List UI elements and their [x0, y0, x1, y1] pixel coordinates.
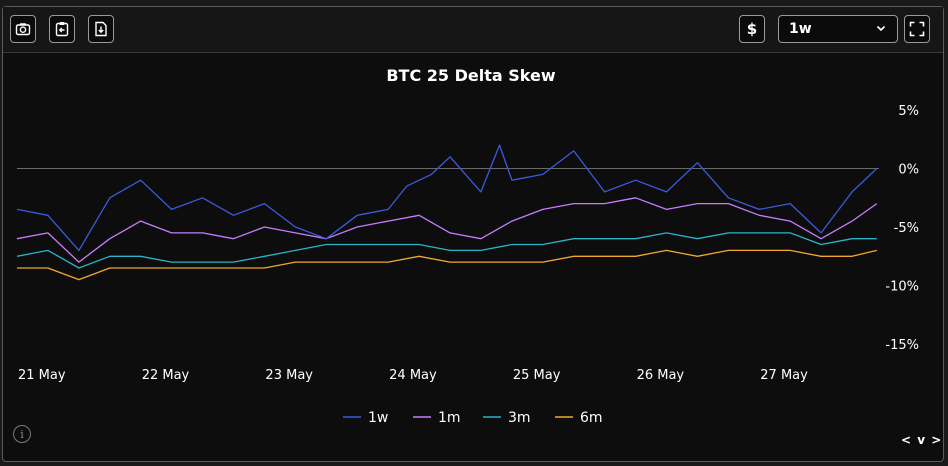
chart-nav-controls[interactable]: < v > [901, 433, 943, 447]
legend-label-6m: 6m [580, 410, 603, 426]
chevron-down-icon [876, 25, 886, 32]
screenshot-button[interactable] [10, 15, 36, 43]
currency-button[interactable]: $ [739, 15, 765, 43]
fullscreen-button[interactable] [904, 15, 930, 43]
copy-button[interactable] [49, 15, 75, 43]
x-tick-label: 21 May [18, 368, 66, 383]
y-tick-label: -10% [885, 280, 919, 295]
tenor-select-value: 1w [789, 21, 812, 37]
fullscreen-icon [909, 21, 925, 37]
clipboard-copy-icon [55, 22, 69, 37]
y-tick-label: 0% [898, 163, 919, 178]
legend-label-3m: 3m [508, 410, 531, 426]
line-chart: BTC 25 Delta Skew 5% 0% -5% -10% -15% 21 May 22… [16, 66, 919, 426]
chart-panel: $ 1w BTC 25 Delta Skew 5% 0% -5% -10% -15% 21 … [2, 6, 944, 462]
chart-toolbar: $ 1w [3, 7, 943, 53]
camera-icon [15, 23, 31, 36]
series-line-1w [16, 144, 878, 252]
legend-label-1m: 1m [438, 410, 461, 426]
series-line-1m [16, 197, 878, 263]
series-line-3m [16, 232, 877, 269]
dollar-icon: $ [746, 20, 758, 38]
x-tick-label: 24 May [389, 368, 437, 383]
legend-label-1w: 1w [368, 410, 388, 426]
series-line-6m [17, 249, 877, 281]
info-icon[interactable]: i [13, 425, 31, 443]
y-tick-label: -15% [885, 338, 919, 353]
chart-title: BTC 25 Delta Skew [386, 66, 555, 85]
x-tick-label: 22 May [142, 368, 190, 383]
download-button[interactable] [88, 15, 114, 43]
x-tick-label: 25 May [513, 368, 561, 383]
tenor-select[interactable]: 1w [778, 15, 898, 43]
x-tick-label: 27 May [760, 368, 808, 383]
y-tick-label: -5% [894, 221, 919, 236]
download-icon [95, 21, 107, 37]
y-tick-label: 5% [898, 104, 919, 119]
x-tick-label: 23 May [265, 368, 313, 383]
x-tick-label: 26 May [637, 368, 685, 383]
